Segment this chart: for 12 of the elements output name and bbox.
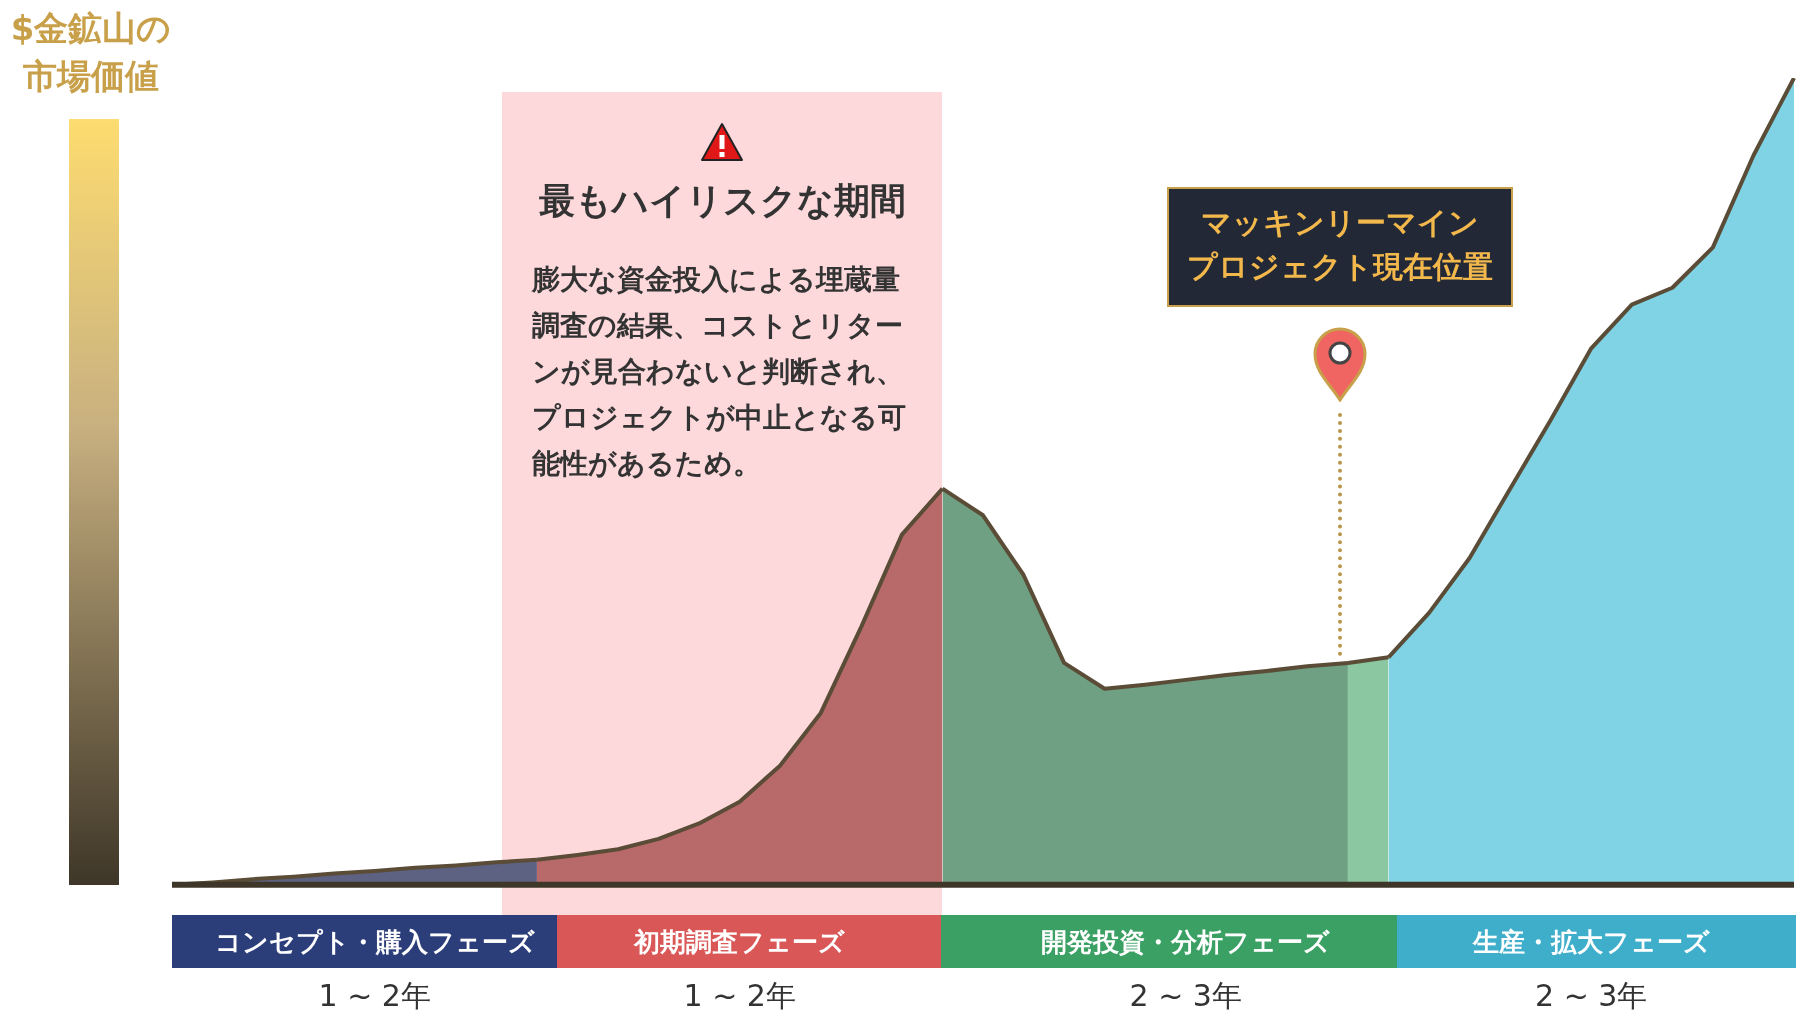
text: 2 ~ 3年 bbox=[1129, 977, 1242, 1013]
annotation: 最もハイリスクな期間 bbox=[538, 180, 906, 222]
x-tick-label: 開発投資・分析フェーズ bbox=[1041, 927, 1331, 958]
text: 1 ~ 2年 bbox=[318, 977, 431, 1013]
x-tick-label: 生産・拡大フェーズ bbox=[1471, 927, 1710, 958]
annotation: マッキンリーマインプロジェクト現在位置 bbox=[1187, 204, 1493, 284]
x-tick-label: 初期調査フェーズ bbox=[633, 927, 846, 958]
x-tick-label: コンセプト・購入フェーズ bbox=[214, 927, 535, 958]
annotation: 膨大な資金投入による埋蔵量調査の結果、コストとリターンが見合わないと判断され、プロジェクトが中止となる可能性があるため。 bbox=[531, 263, 906, 481]
y-axis-title: $金鉱山の市場価値 bbox=[9, 7, 173, 98]
text: 2 ~ 3年 bbox=[1535, 977, 1648, 1013]
text: 1 ~ 2年 bbox=[683, 977, 796, 1013]
